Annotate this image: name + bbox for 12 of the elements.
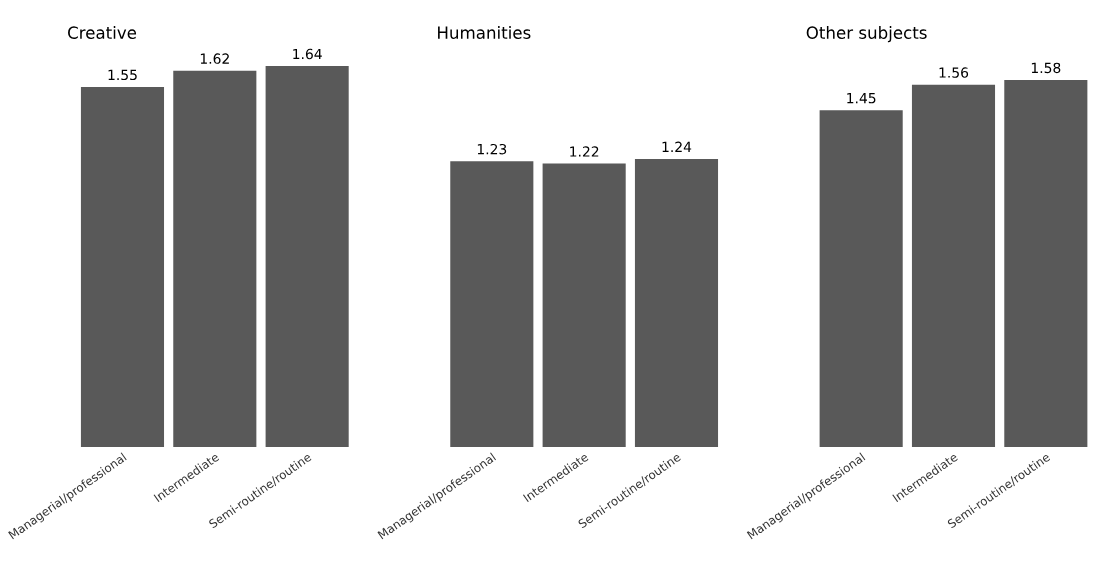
data-label: 1.58: [1031, 62, 1061, 74]
data-label: 1.24: [662, 141, 692, 152]
chart-title: Creative: [68, 26, 137, 39]
chart-title: Humanities: [438, 26, 531, 39]
data-label: 1.62: [200, 53, 229, 64]
data-label: 1.56: [939, 67, 969, 78]
data-label: 1.64: [293, 48, 322, 60]
data-label: 1.45: [847, 93, 876, 104]
data-label: 1.23: [477, 143, 507, 155]
chart-title: Other subjects: [806, 26, 927, 43]
data-label: 1.55: [108, 69, 137, 81]
data-label: 1.22: [570, 146, 599, 157]
